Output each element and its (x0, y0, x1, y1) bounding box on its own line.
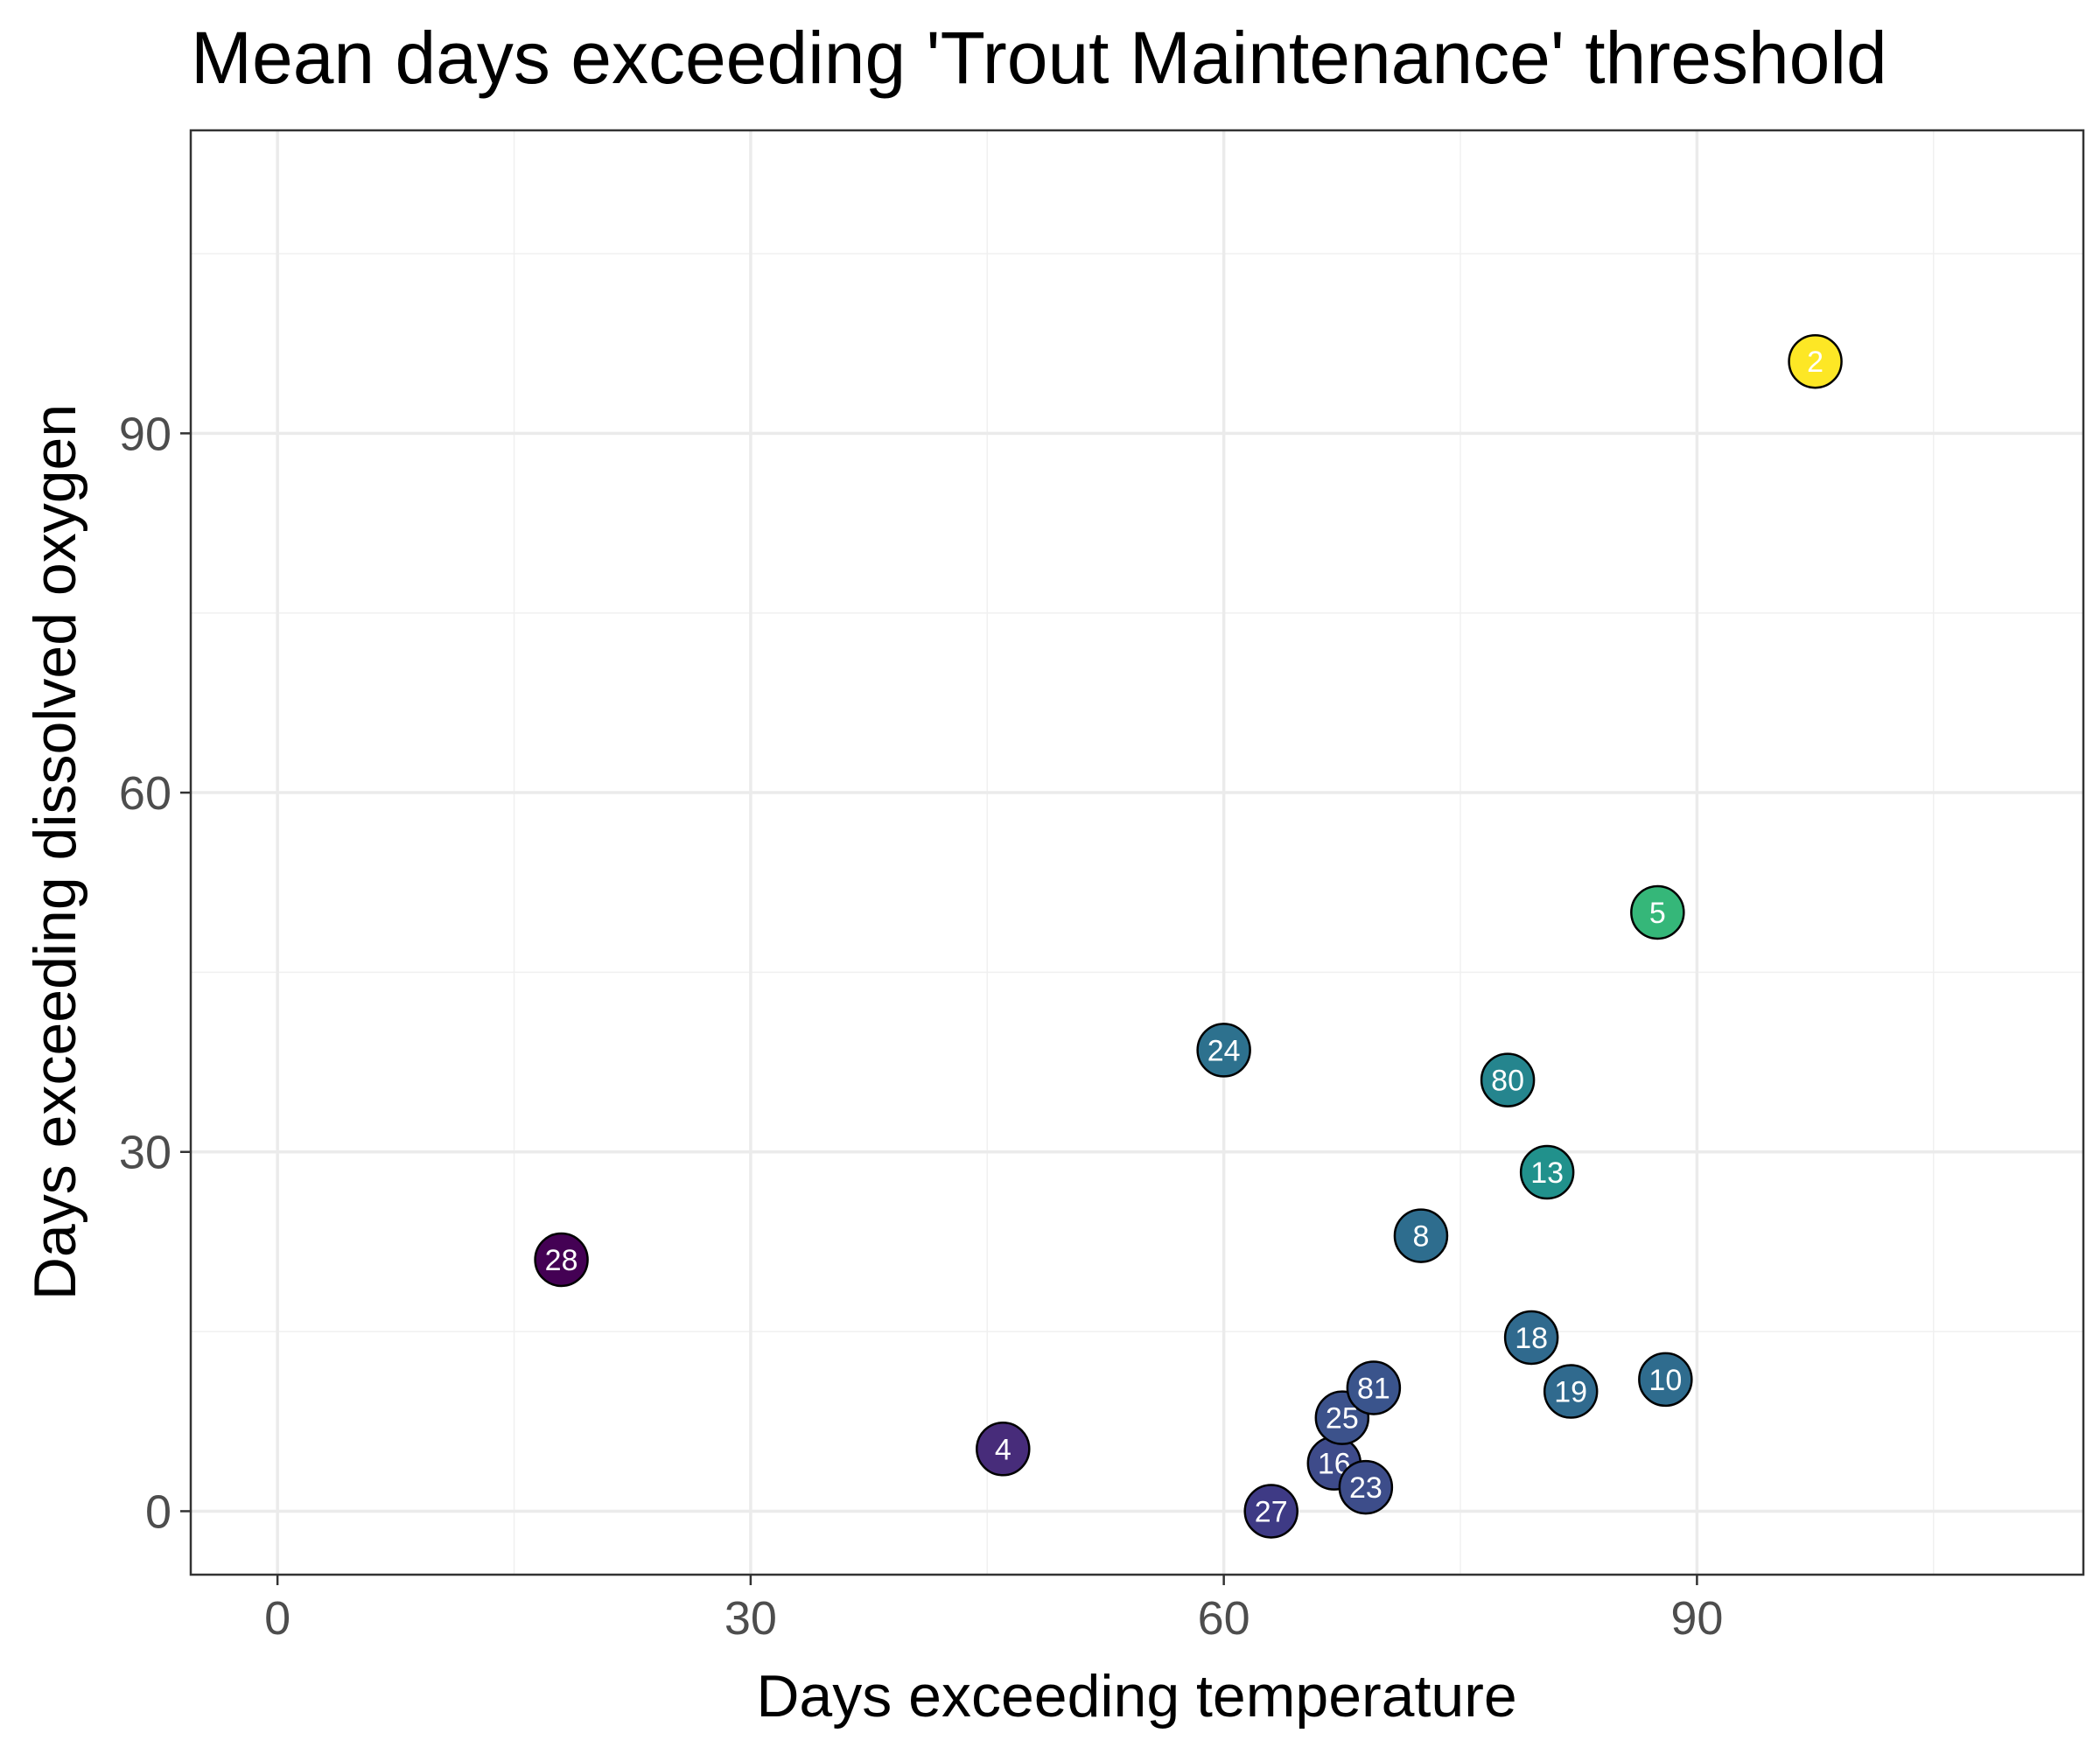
x-axis-ticks: 0 30 60 90 (264, 1575, 1723, 1645)
data-point: 4 (976, 1422, 1031, 1477)
point-marker (1788, 333, 1843, 389)
data-point: 19 (1543, 1364, 1599, 1419)
minor-gridlines (191, 130, 2083, 1575)
x-tick-label: 90 (1670, 1592, 1723, 1645)
point-marker (1638, 1352, 1693, 1408)
data-point: 81 (1346, 1360, 1402, 1415)
point-marker (1243, 1484, 1298, 1539)
y-axis-ticks: 0 30 60 90 (119, 408, 191, 1538)
point-marker (976, 1422, 1031, 1477)
y-axis-label: Days exceeding dissolved oxygen (22, 404, 88, 1300)
data-point: 24 (1196, 1023, 1251, 1078)
point-marker (1480, 1052, 1536, 1108)
point-label: 19 (1554, 1376, 1587, 1409)
data-point: 28 (534, 1232, 589, 1288)
point-marker (1630, 884, 1685, 940)
data-point: 80 (1480, 1052, 1536, 1108)
y-tick-label: 30 (119, 1127, 172, 1179)
point-marker (1346, 1360, 1402, 1415)
data-point: 23 (1338, 1459, 1394, 1515)
x-tick-label: 60 (1198, 1592, 1250, 1645)
data-point: 5 (1630, 884, 1685, 940)
point-marker (1503, 1310, 1559, 1366)
x-axis-label: Days exceeding temperature (756, 1663, 1516, 1730)
y-tick-label: 0 (145, 1485, 172, 1538)
point-label: 13 (1530, 1157, 1564, 1190)
point-label: 23 (1349, 1471, 1382, 1505)
plot-panel-border (189, 129, 2085, 1576)
y-tick-label: 60 (119, 767, 172, 820)
point-label: 8 (1412, 1220, 1429, 1254)
y-tick-label: 90 (119, 408, 172, 460)
point-label: 4 (995, 1433, 1012, 1466)
point-label: 5 (1649, 897, 1666, 930)
data-point: 18 (1503, 1310, 1559, 1366)
point-marker (534, 1232, 589, 1288)
major-gridlines (191, 130, 2083, 1575)
point-label: 81 (1357, 1372, 1390, 1405)
point-label: 2 (1807, 346, 1824, 379)
data-point: 27 (1243, 1484, 1298, 1539)
data-point: 2 (1788, 333, 1843, 389)
data-point: 13 (1519, 1144, 1575, 1200)
point-marker (1196, 1023, 1251, 1078)
chart-title: Mean days exceeding 'Trout Maintenance' … (191, 17, 1887, 99)
point-marker (1543, 1364, 1599, 1419)
point-label: 80 (1491, 1065, 1524, 1098)
point-marker (1519, 1144, 1575, 1200)
x-tick-label: 0 (264, 1592, 290, 1645)
point-marker (1338, 1459, 1394, 1515)
data-point: 10 (1638, 1352, 1693, 1408)
point-label: 24 (1208, 1034, 1241, 1067)
point-label: 18 (1515, 1322, 1548, 1355)
x-tick-label: 30 (724, 1592, 777, 1645)
point-label: 25 (1326, 1402, 1359, 1436)
point-marker (1393, 1208, 1449, 1263)
data-point: 8 (1393, 1208, 1449, 1263)
point-label: 28 (545, 1244, 578, 1277)
point-label: 27 (1255, 1495, 1288, 1528)
point-label: 10 (1648, 1364, 1682, 1397)
